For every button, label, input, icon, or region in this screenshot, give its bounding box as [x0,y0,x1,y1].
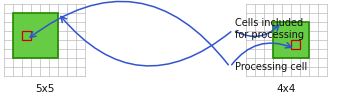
Text: 5x5: 5x5 [35,84,54,94]
Bar [273,22,309,58]
Text: 4x4: 4x4 [277,84,296,94]
Text: Cells included
for processing: Cells included for processing [235,18,304,40]
Bar [291,40,300,49]
Text: Processing cell: Processing cell [235,62,307,72]
Bar [22,31,31,40]
Bar [13,13,58,58]
